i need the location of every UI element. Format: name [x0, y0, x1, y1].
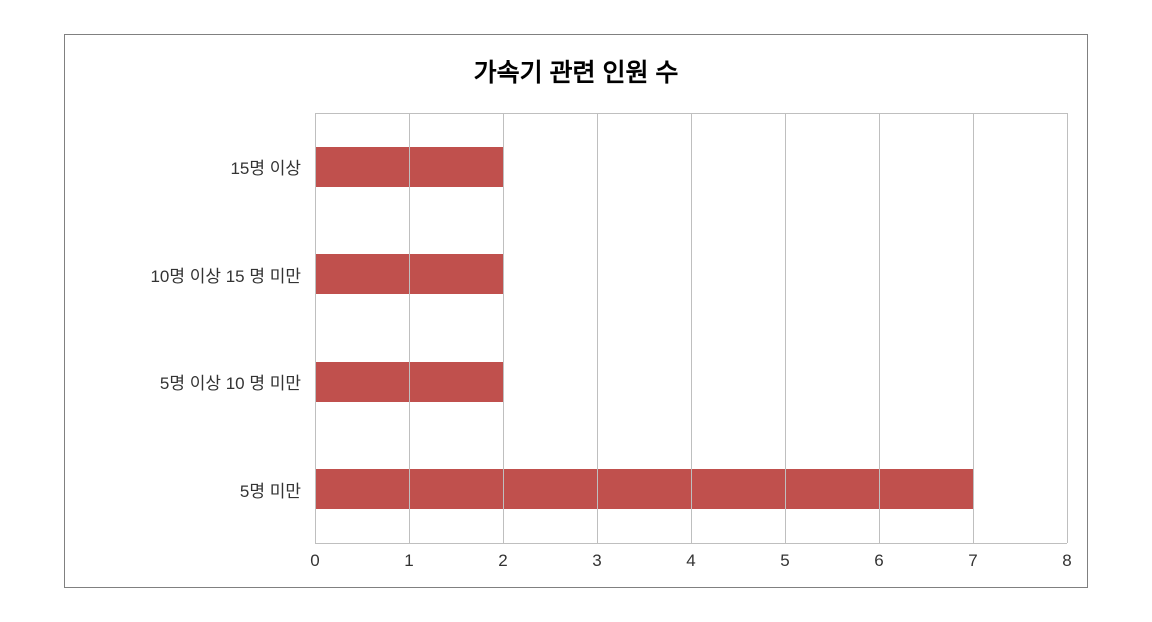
gridline-vertical — [409, 113, 410, 543]
chart-body: 15명 이상10명 이상 15 명 미만5명 이상 10 명 미만5명 미만 0… — [85, 113, 1067, 573]
y-tick-label: 5명 미만 — [85, 436, 301, 544]
y-tick-label: 10명 이상 15 명 미만 — [85, 221, 301, 329]
gridline-vertical — [785, 113, 786, 543]
bar — [315, 469, 973, 509]
x-tick-label: 7 — [968, 551, 977, 571]
x-tick-label: 4 — [686, 551, 695, 571]
plot-wrap: 012345678 — [315, 113, 1067, 573]
x-tick-label: 6 — [874, 551, 883, 571]
x-tick-label: 5 — [780, 551, 789, 571]
x-tick-label: 1 — [404, 551, 413, 571]
x-tick-label: 3 — [592, 551, 601, 571]
y-tick-label: 15명 이상 — [85, 113, 301, 221]
gridline-vertical — [315, 113, 316, 543]
gridline-vertical — [879, 113, 880, 543]
gridline-vertical — [973, 113, 974, 543]
gridline-vertical — [597, 113, 598, 543]
y-tick-label: 5명 이상 10 명 미만 — [85, 328, 301, 436]
x-tick-label: 8 — [1062, 551, 1071, 571]
chart-container: 가속기 관련 인원 수 15명 이상10명 이상 15 명 미만5명 이상 10… — [64, 34, 1088, 588]
y-axis-labels: 15명 이상10명 이상 15 명 미만5명 이상 10 명 미만5명 미만 — [85, 113, 315, 543]
x-tick-label: 0 — [310, 551, 319, 571]
gridline-vertical — [1067, 113, 1068, 543]
plot-area — [315, 113, 1067, 543]
chart-title: 가속기 관련 인원 수 — [85, 53, 1067, 89]
x-axis-labels: 012345678 — [315, 543, 1067, 573]
gridline-vertical — [503, 113, 504, 543]
x-tick-label: 2 — [498, 551, 507, 571]
plot-border-horizontal — [315, 113, 1067, 114]
gridline-vertical — [691, 113, 692, 543]
